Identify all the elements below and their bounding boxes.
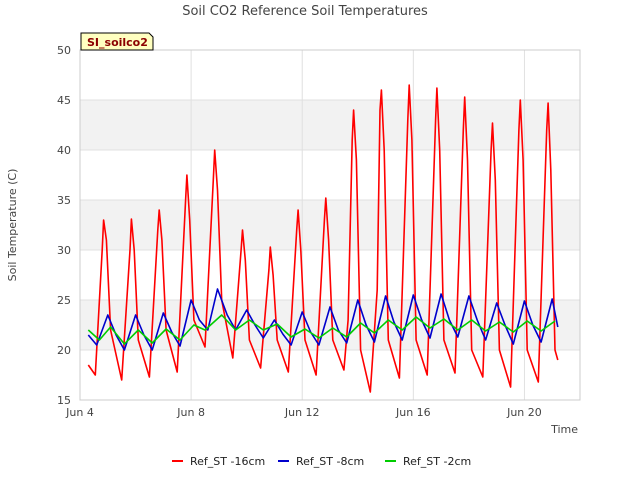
legend: Ref_ST -16cm Ref_ST -8cm Ref_ST -2cm (172, 455, 471, 468)
plot-background-bands (80, 100, 580, 350)
x-tick-label: Jun 16 (395, 406, 431, 419)
series-line-1 (87, 84, 559, 393)
series-line-3 (87, 314, 556, 345)
series-line-2 (87, 288, 559, 351)
y-axis-label: Soil Temperature (C) (6, 169, 19, 282)
x-axis-ticks: Jun 4 Jun 8 Jun 12 Jun 16 Jun 20 (65, 406, 542, 419)
station-label-box: SI_soilco2 (80, 32, 154, 51)
y-tick-label: 25 (57, 294, 71, 307)
grid-band (80, 200, 580, 250)
legend-label-1: Ref_ST -16cm (190, 455, 265, 468)
y-tick-label: 35 (57, 194, 71, 207)
y-axis-ticks: 15 20 25 30 35 40 45 50 (57, 44, 71, 407)
legend-label-3: Ref_ST -2cm (403, 455, 471, 468)
plot-frame (79, 49, 581, 401)
grid-band (80, 100, 580, 150)
station-label: SI_soilco2 (87, 36, 148, 49)
x-tick-label: Jun 20 (506, 406, 542, 419)
y-tick-label: 30 (57, 244, 71, 257)
x-axis-label: Time (550, 423, 578, 436)
legend-label-2: Ref_ST -8cm (296, 455, 364, 468)
y-tick-label: 40 (57, 144, 71, 157)
station-label-background (80, 32, 154, 51)
y-tick-label: 15 (57, 394, 71, 407)
x-tick-label: Jun 12 (284, 406, 320, 419)
chart-title: Soil CO2 Reference Soil Temperatures (182, 4, 428, 19)
series-lines (87, 84, 559, 393)
x-tick-label: Jun 8 (176, 406, 205, 419)
y-tick-label: 45 (57, 94, 71, 107)
x-tick-label: Jun 4 (65, 406, 94, 419)
y-tick-label: 20 (57, 344, 71, 357)
y-tick-label: 50 (57, 44, 71, 57)
